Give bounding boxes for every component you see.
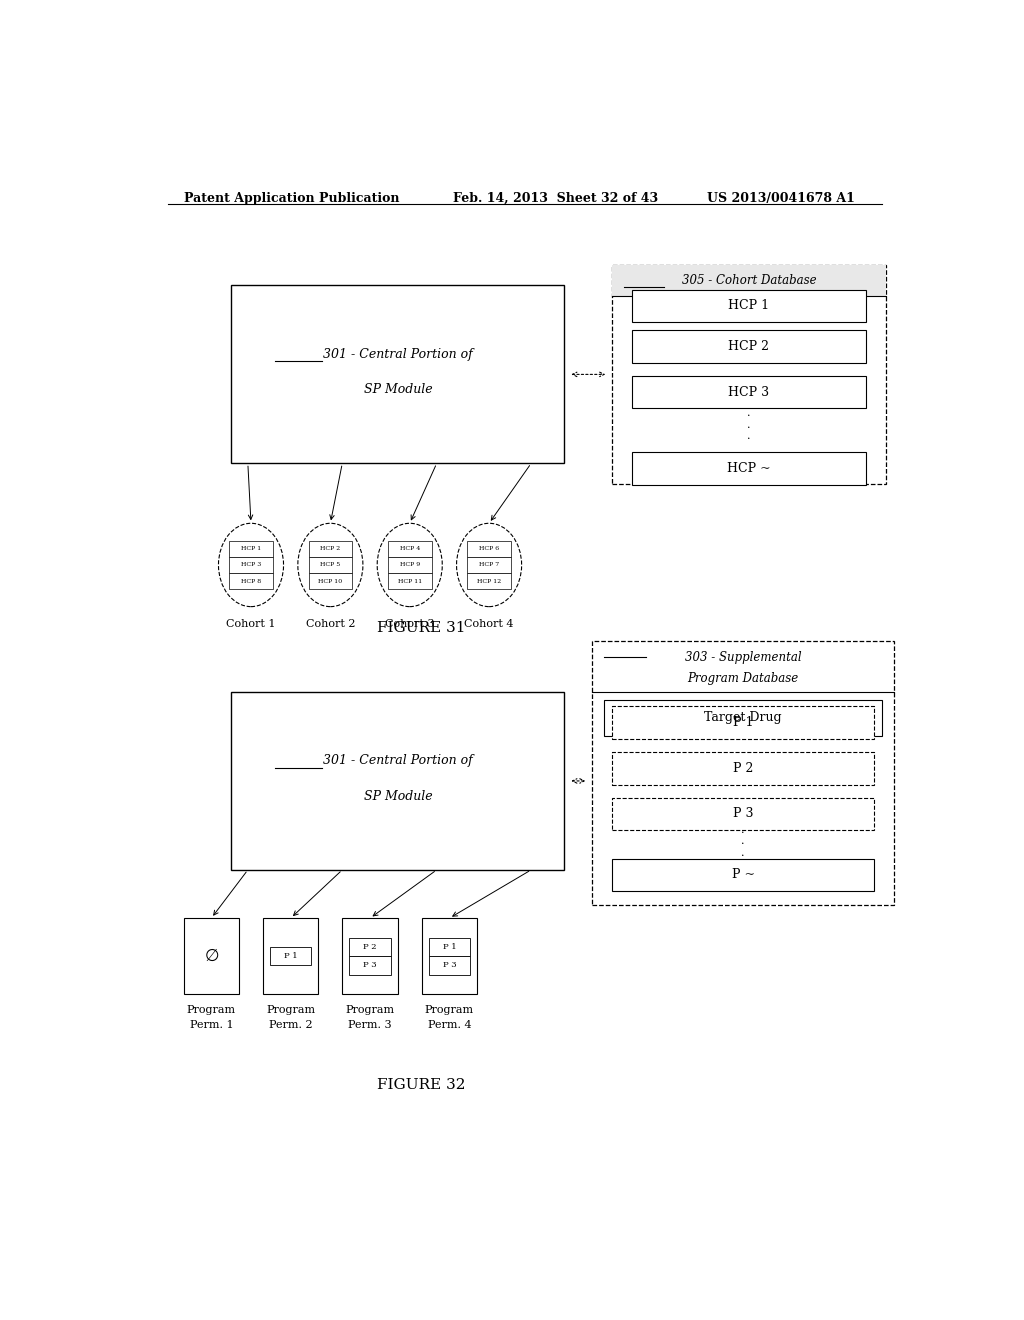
Bar [467, 573, 511, 589]
Text: 301 - Central Portion of: 301 - Central Portion of [323, 754, 473, 767]
Ellipse shape [218, 523, 284, 607]
Text: Target Drug: Target Drug [705, 711, 782, 725]
Text: HCP 9: HCP 9 [399, 562, 420, 568]
Bar [467, 541, 511, 557]
Text: P 2: P 2 [364, 942, 377, 952]
Text: US 2013/0041678 A1: US 2013/0041678 A1 [708, 191, 855, 205]
Text: HCP 3: HCP 3 [728, 385, 770, 399]
Bar [592, 642, 894, 906]
Bar [231, 692, 564, 870]
Bar [183, 919, 240, 994]
Text: SP Module: SP Module [364, 383, 432, 396]
Bar [229, 557, 272, 573]
Text: P 2: P 2 [733, 762, 754, 775]
Bar [308, 541, 352, 557]
Bar [231, 285, 564, 463]
Text: HCP 5: HCP 5 [321, 562, 341, 568]
Text: HCP 3: HCP 3 [241, 562, 261, 568]
Bar [612, 752, 873, 784]
Text: HCP 11: HCP 11 [397, 578, 422, 583]
Text: P ~: P ~ [731, 869, 755, 882]
Bar [429, 939, 470, 956]
Bar [308, 573, 352, 589]
Bar [612, 859, 873, 891]
Text: Program Database: Program Database [687, 672, 799, 685]
Ellipse shape [457, 523, 521, 607]
Bar [612, 265, 886, 296]
Text: Perm. 4: Perm. 4 [428, 1020, 471, 1030]
Text: HCP 4: HCP 4 [399, 546, 420, 552]
Text: Patent Application Publication: Patent Application Publication [183, 191, 399, 205]
Text: $\emptyset$: $\emptyset$ [204, 948, 219, 965]
Bar [388, 573, 431, 589]
Bar [342, 919, 398, 994]
Bar [349, 956, 391, 974]
Text: Perm. 2: Perm. 2 [269, 1020, 312, 1030]
Bar [467, 557, 511, 573]
Text: P 1: P 1 [442, 942, 457, 952]
Bar [632, 453, 866, 484]
Bar [422, 919, 477, 994]
Bar [388, 557, 431, 573]
Text: Cohort 2: Cohort 2 [305, 619, 355, 628]
Text: 305 - Cohort Database: 305 - Cohort Database [682, 273, 816, 286]
Bar [612, 797, 873, 830]
Text: FIGURE 31: FIGURE 31 [378, 620, 466, 635]
Text: SP Module: SP Module [364, 789, 432, 803]
Bar [632, 289, 866, 322]
Text: .
.
.: . . . [741, 825, 744, 858]
Text: FIGURE 32: FIGURE 32 [378, 1078, 466, 1092]
Text: Perm. 3: Perm. 3 [348, 1020, 392, 1030]
Text: HCP 2: HCP 2 [321, 546, 341, 552]
Bar [604, 700, 882, 735]
Text: Feb. 14, 2013  Sheet 32 of 43: Feb. 14, 2013 Sheet 32 of 43 [454, 191, 658, 205]
Bar [632, 376, 866, 408]
Text: HCP 1: HCP 1 [728, 300, 770, 313]
Ellipse shape [377, 523, 442, 607]
Bar [229, 541, 272, 557]
Text: HCP 6: HCP 6 [479, 546, 499, 552]
Bar [388, 541, 431, 557]
Text: Program: Program [425, 1005, 474, 1015]
Text: P 1: P 1 [733, 715, 754, 729]
Bar [612, 265, 886, 483]
Bar [229, 573, 272, 589]
Text: Program: Program [186, 1005, 236, 1015]
Bar [308, 557, 352, 573]
Bar [632, 330, 866, 363]
Text: Cohort 1: Cohort 1 [226, 619, 275, 628]
Text: P 1: P 1 [284, 952, 298, 960]
Text: Perm. 1: Perm. 1 [189, 1020, 233, 1030]
Ellipse shape [298, 523, 362, 607]
Text: HCP 7: HCP 7 [479, 562, 500, 568]
Bar [263, 919, 318, 994]
Bar [612, 706, 873, 739]
Text: Program: Program [266, 1005, 315, 1015]
Bar [270, 948, 311, 965]
Text: HCP 1: HCP 1 [241, 546, 261, 552]
Bar [349, 939, 391, 956]
Text: 303 - Supplemental: 303 - Supplemental [685, 651, 802, 664]
Text: HCP 12: HCP 12 [477, 578, 501, 583]
Text: HCP 8: HCP 8 [241, 578, 261, 583]
Text: .
.
.: . . . [748, 408, 751, 441]
Text: HCP 10: HCP 10 [318, 578, 342, 583]
Text: Program: Program [345, 1005, 394, 1015]
Text: Cohort 4: Cohort 4 [464, 619, 514, 628]
Text: P 3: P 3 [733, 808, 754, 821]
Text: 301 - Central Portion of: 301 - Central Portion of [323, 347, 473, 360]
Text: Cohort 3: Cohort 3 [385, 619, 434, 628]
Text: HCP 2: HCP 2 [728, 341, 769, 352]
Text: P 3: P 3 [364, 961, 377, 969]
Text: HCP ~: HCP ~ [727, 462, 771, 475]
Bar [429, 956, 470, 974]
Text: P 3: P 3 [442, 961, 457, 969]
